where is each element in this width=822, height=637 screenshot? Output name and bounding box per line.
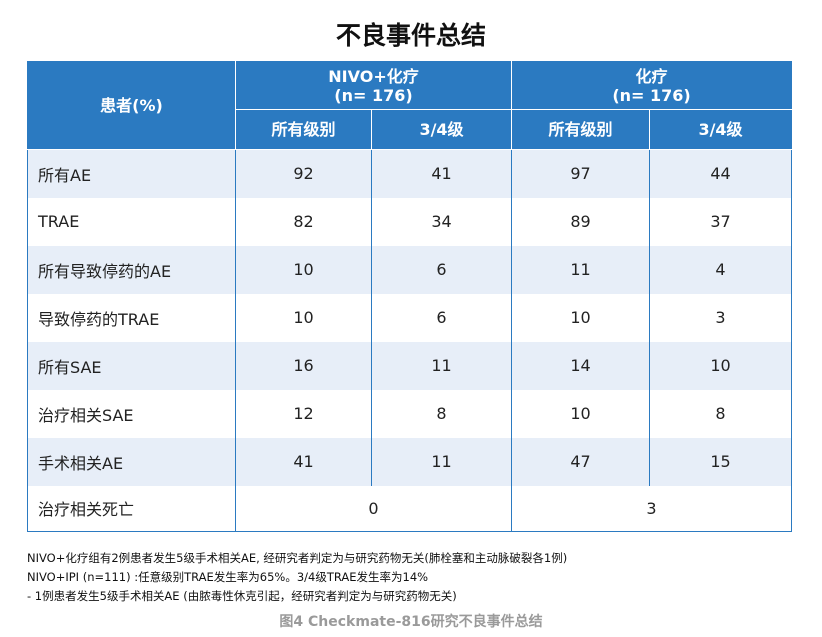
footnote: NIVO+化疗组有2例患者发生5级手术相关AE, 经研究者判定为与研究药物无关(… — [27, 551, 568, 565]
chemo-34-cell: 4 — [648, 245, 793, 294]
table-row: 导致停药的TRAE 10 6 10 3 — [27, 293, 793, 342]
nivo-all-cell: 41 — [235, 437, 372, 486]
nivo-all-grades-header: 所有级别 — [235, 109, 372, 150]
footnote: NIVO+IPI (n=111) :任意级别TRAE发生率为65%。3/4级TR… — [27, 570, 429, 584]
row-label: 所有导致停药的AE — [27, 245, 236, 294]
row-label: 手术相关AE — [27, 437, 236, 486]
page-title: 不良事件总结 — [335, 21, 486, 50]
chemo-all-cell: 47 — [511, 437, 650, 486]
table-row: 治疗相关SAE 12 8 10 8 — [27, 389, 793, 438]
nivo-chemo-group-name: NIVO+化疗 — [328, 66, 419, 86]
chemo-group-header: 化疗 (n= 176) — [510, 61, 793, 110]
table-row: 手术相关AE 41 11 47 15 — [27, 437, 793, 486]
row-label: 所有AE — [27, 149, 236, 198]
nivo-all-cell: 12 — [235, 389, 372, 438]
nivo-34-cell: 6 — [371, 293, 512, 342]
nivo-grade-34-header: 3/4级 — [371, 109, 512, 150]
nivo-chemo-group-header: NIVO+化疗 (n= 176) — [235, 61, 512, 110]
chemo-all-cell: 14 — [511, 341, 650, 390]
nivo-all-cell: 82 — [235, 197, 372, 246]
chemo-all-grades-header: 所有级别 — [511, 109, 650, 150]
nivo-chemo-group-n: (n= 176) — [334, 85, 413, 105]
chemo-34-cell: 44 — [648, 149, 793, 198]
nivo-all-cell: 92 — [235, 149, 372, 198]
row-label: 所有SAE — [27, 341, 236, 390]
figure-caption: 图4 Checkmate-816研究不良事件总结 — [279, 614, 543, 630]
chemo-all-cell: 97 — [511, 149, 650, 198]
patients-header: 患者(%) — [27, 61, 236, 150]
nivo-all-cell: 16 — [235, 341, 372, 390]
footnote: - 1例患者发生5级手术相关AE (由脓毒性休克引起，经研究者判定为与研究药物无… — [27, 589, 457, 603]
nivo-all-cell: 10 — [235, 245, 372, 294]
nivo-34-cell: 11 — [371, 341, 512, 390]
table-row-death: 治疗相关死亡 0 3 — [27, 485, 793, 532]
row-label: 治疗相关死亡 — [27, 485, 236, 532]
chemo-34-cell: 8 — [648, 389, 793, 438]
chemo-all-cell: 10 — [511, 389, 650, 438]
row-label: 治疗相关SAE — [27, 389, 236, 438]
chemo-grade-34-header: 3/4级 — [648, 109, 793, 150]
chemo-34-cell: 3 — [648, 293, 793, 342]
chemo-34-cell: 15 — [648, 437, 793, 486]
adverse-events-table: 患者(%) NIVO+化疗 (n= 176) 化疗 (n= 176) 所有级别 … — [27, 61, 793, 532]
chemo-34-cell: 10 — [648, 341, 793, 390]
chemo-death-cell: 3 — [510, 485, 793, 532]
nivo-34-cell: 6 — [371, 245, 512, 294]
nivo-death-cell: 0 — [235, 485, 512, 532]
chemo-all-cell: 11 — [511, 245, 650, 294]
chemo-34-cell: 37 — [648, 197, 793, 246]
row-label: 导致停药的TRAE — [27, 293, 236, 342]
table-row: 所有SAE 16 11 14 10 — [27, 341, 793, 390]
nivo-34-cell: 41 — [371, 149, 512, 198]
chemo-all-cell: 10 — [511, 293, 650, 342]
nivo-34-cell: 8 — [371, 389, 512, 438]
nivo-34-cell: 34 — [371, 197, 512, 246]
table-row: 所有导致停药的AE 10 6 11 4 — [27, 245, 793, 294]
nivo-34-cell: 11 — [371, 437, 512, 486]
table-row: TRAE 82 34 89 37 — [27, 197, 793, 246]
table-row: 所有AE 92 41 97 44 — [27, 149, 793, 198]
chemo-all-cell: 89 — [511, 197, 650, 246]
footnotes: NIVO+化疗组有2例患者发生5级手术相关AE, 经研究者判定为与研究药物无关(… — [27, 549, 797, 606]
row-label: TRAE — [27, 197, 236, 246]
nivo-all-cell: 10 — [235, 293, 372, 342]
chemo-group-n: (n= 176) — [612, 85, 691, 105]
chemo-group-name: 化疗 — [635, 66, 668, 86]
